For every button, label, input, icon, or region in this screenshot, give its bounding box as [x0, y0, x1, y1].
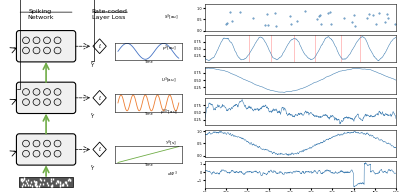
- Circle shape: [44, 140, 50, 147]
- Circle shape: [44, 150, 50, 157]
- Circle shape: [33, 89, 40, 95]
- Circle shape: [33, 47, 40, 54]
- Point: [286, 14, 293, 17]
- Text: Rate-coded
Layer Loss: Rate-coded Layer Loss: [91, 9, 127, 20]
- FancyBboxPatch shape: [16, 31, 76, 62]
- Point: [385, 17, 392, 20]
- Text: $\hat{Y}$: $\hat{Y}$: [90, 112, 96, 121]
- Point: [272, 12, 278, 15]
- Point: [264, 12, 270, 15]
- Point: [384, 12, 390, 15]
- Point: [324, 12, 331, 15]
- Circle shape: [54, 47, 61, 54]
- Circle shape: [54, 37, 61, 44]
- Point: [273, 24, 279, 27]
- Point: [288, 22, 295, 25]
- FancyBboxPatch shape: [16, 82, 76, 113]
- Point: [318, 23, 324, 26]
- Point: [364, 17, 370, 20]
- Y-axis label: $dW^3$: $dW^3$: [166, 170, 177, 180]
- Polygon shape: [93, 142, 106, 157]
- Circle shape: [54, 140, 61, 147]
- Circle shape: [54, 150, 61, 157]
- Circle shape: [54, 99, 61, 105]
- Point: [264, 24, 271, 27]
- Point: [341, 16, 347, 19]
- Text: ≈: ≈: [122, 96, 128, 102]
- Circle shape: [22, 140, 30, 147]
- Circle shape: [33, 140, 40, 147]
- Point: [327, 22, 334, 25]
- Point: [352, 24, 358, 27]
- Point: [349, 20, 356, 23]
- Point: [293, 19, 300, 22]
- Point: [372, 23, 379, 26]
- Point: [250, 16, 256, 19]
- Point: [351, 13, 358, 16]
- Circle shape: [22, 150, 30, 157]
- Circle shape: [44, 89, 50, 95]
- Circle shape: [44, 37, 50, 44]
- Text: ≈: ≈: [122, 147, 128, 153]
- Circle shape: [44, 47, 50, 54]
- Text: Spiking
Network: Spiking Network: [27, 9, 54, 20]
- Circle shape: [44, 99, 50, 105]
- Bar: [19, 177, 73, 187]
- Text: $\ell$: $\ell$: [98, 94, 102, 102]
- Point: [262, 24, 268, 27]
- Point: [223, 23, 230, 26]
- Point: [381, 21, 388, 24]
- Circle shape: [33, 150, 40, 157]
- Point: [316, 13, 323, 16]
- Circle shape: [22, 47, 30, 54]
- Text: $\hat{Y}$: $\hat{Y}$: [90, 60, 96, 70]
- FancyBboxPatch shape: [16, 134, 76, 165]
- Point: [392, 22, 398, 25]
- Point: [229, 20, 236, 23]
- Circle shape: [54, 89, 61, 95]
- Polygon shape: [93, 39, 106, 54]
- Point: [316, 14, 322, 17]
- Point: [227, 10, 234, 13]
- Circle shape: [22, 89, 30, 95]
- Point: [366, 12, 372, 15]
- Circle shape: [33, 99, 40, 105]
- Circle shape: [22, 99, 30, 105]
- Y-axis label: $S^3$[au]: $S^3$[au]: [164, 12, 179, 22]
- Point: [375, 12, 382, 15]
- Point: [302, 10, 308, 13]
- Y-axis label: $U^3$[au]: $U^3$[au]: [162, 75, 177, 85]
- Polygon shape: [93, 90, 106, 105]
- Point: [224, 21, 230, 24]
- Circle shape: [33, 37, 40, 44]
- Y-axis label: $Y^3$[s]: $Y^3$[s]: [166, 138, 177, 148]
- Y-axis label: $p^{10^3}$[au]: $p^{10^3}$[au]: [160, 107, 178, 117]
- Y-axis label: $p^3$[au]: $p^3$[au]: [162, 44, 176, 54]
- Circle shape: [22, 37, 30, 44]
- Text: $\ell$: $\ell$: [98, 146, 102, 153]
- Text: $\hat{Y}$: $\hat{Y}$: [90, 163, 96, 173]
- Point: [314, 17, 320, 20]
- Point: [236, 11, 243, 14]
- Text: $\ell$: $\ell$: [98, 42, 102, 50]
- Point: [327, 10, 333, 13]
- Text: ≈: ≈: [122, 44, 128, 50]
- Point: [370, 13, 376, 16]
